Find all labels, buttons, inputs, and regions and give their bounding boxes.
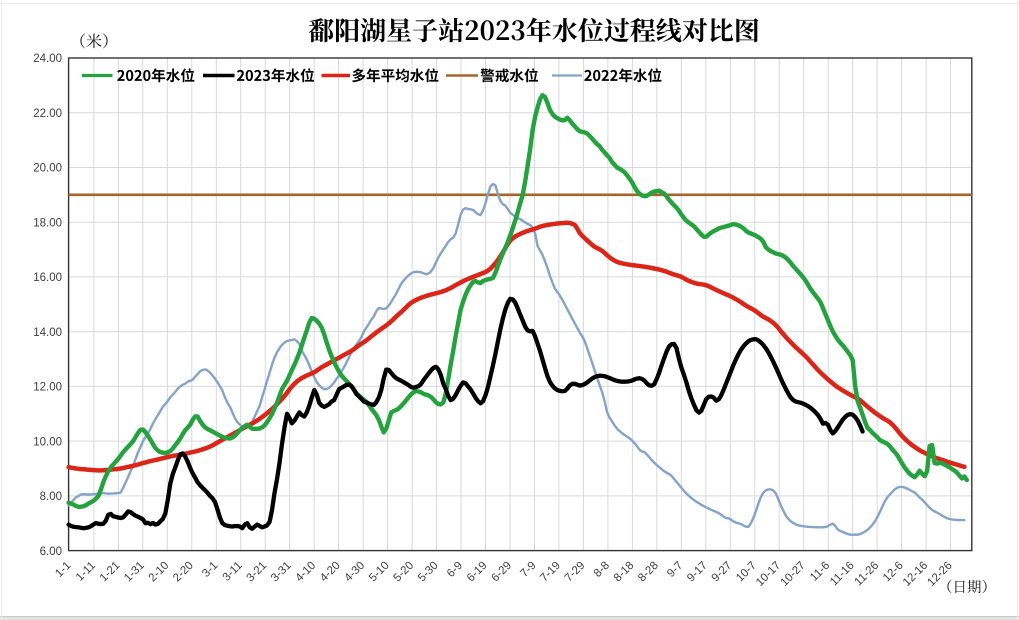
svg-text:14.00: 14.00 (33, 327, 62, 339)
svg-text:8.00: 8.00 (40, 491, 62, 503)
svg-text:20.00: 20.00 (33, 163, 62, 175)
svg-text:12.00: 12.00 (33, 382, 62, 394)
svg-text:10.00: 10.00 (33, 436, 62, 448)
svg-text:16.00: 16.00 (33, 272, 62, 284)
svg-text:24.00: 24.00 (33, 53, 62, 65)
svg-text:18.00: 18.00 (33, 217, 62, 229)
svg-text:22.00: 22.00 (33, 108, 62, 120)
svg-text:6.00: 6.00 (40, 546, 62, 558)
